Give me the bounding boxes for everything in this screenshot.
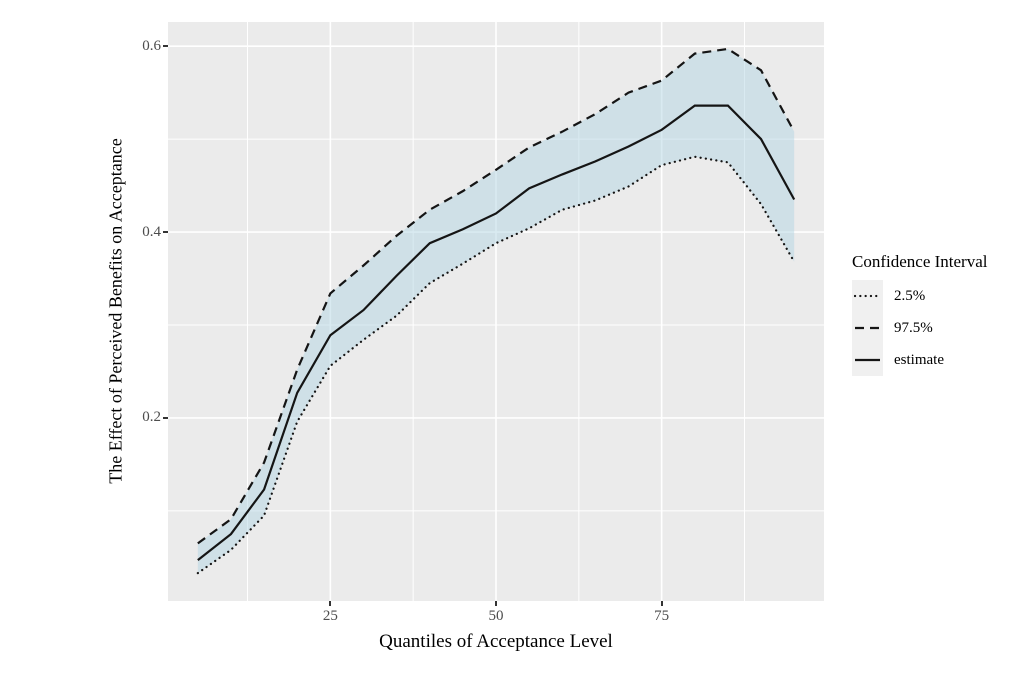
dotted-line-sample-icon (854, 294, 881, 298)
line-975 (197, 47, 796, 545)
x-tick-mark (329, 601, 332, 606)
x-tick-label: 25 (322, 608, 338, 624)
y-tick-mark (163, 45, 168, 48)
legend-label: 97.5% (894, 319, 933, 336)
solid-line-sample-icon (855, 358, 880, 362)
y-tick-label: 0.6 (142, 37, 161, 54)
dashed-line-sample-icon (855, 326, 880, 330)
legend-key-swatch (852, 280, 883, 312)
x-tick-label: 75 (654, 608, 670, 624)
line-estimate (197, 104, 796, 561)
legend-key-swatch (852, 344, 883, 376)
legend-row-975: 97.5% (852, 312, 987, 344)
line-25 (196, 155, 796, 575)
y-tick-label: 0.2 (142, 409, 161, 426)
legend-key-swatch (852, 312, 883, 344)
legend-label: 2.5% (894, 287, 926, 304)
y-tick-mark (163, 416, 168, 419)
legend-items: 2.5% 97.5% estimate (852, 280, 987, 376)
plot-area-svg (168, 22, 824, 601)
legend-label: estimate (894, 351, 944, 368)
x-tick-mark (660, 601, 663, 606)
legend-title: Confidence Interval (852, 252, 988, 271)
plot-panel (168, 22, 824, 601)
y-tick-mark (163, 231, 168, 234)
x-tick-mark (495, 601, 497, 606)
legend-row-25: 2.5% (852, 280, 987, 312)
confidence-band (197, 48, 795, 574)
legend-row-estimate: estimate (852, 344, 987, 376)
y-tick-label: 0.4 (142, 223, 161, 240)
x-tick-label: 50 (488, 608, 504, 624)
legend: Confidence Interval 2.5% 97.5% estimate (852, 252, 987, 376)
x-axis-title: Quantiles of Acceptance Level (379, 631, 613, 652)
y-axis-title: The Effect of Perceived Benefits on Acce… (105, 138, 126, 484)
